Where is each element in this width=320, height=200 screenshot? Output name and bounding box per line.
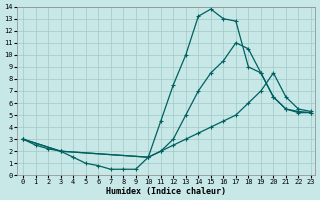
X-axis label: Humidex (Indice chaleur): Humidex (Indice chaleur) bbox=[106, 187, 226, 196]
